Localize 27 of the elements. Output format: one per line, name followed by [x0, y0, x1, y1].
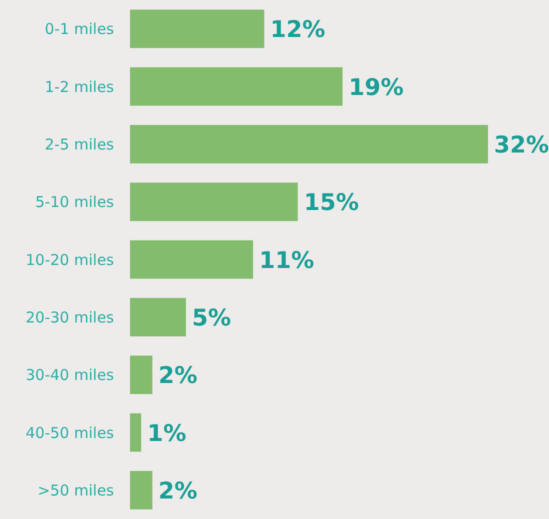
y-tick-label: >50 miles [38, 481, 114, 500]
data-label: 12% [270, 17, 326, 44]
bar [130, 413, 142, 452]
data-label: 19% [348, 74, 404, 101]
y-tick-label: 2-5 miles [44, 135, 114, 154]
data-label: 2% [158, 363, 198, 390]
data-label: 15% [304, 190, 359, 216]
y-tick-label: 30-40 miles [26, 366, 114, 384]
data-label: 2% [158, 478, 198, 504]
data-label: 1% [147, 420, 186, 447]
data-label: 32% [494, 132, 549, 158]
y-tick-label: 40-50 miles [26, 424, 114, 442]
data-label: 5% [192, 305, 231, 332]
bar [130, 182, 298, 222]
y-tick-label: 1-2 miles [44, 78, 114, 96]
bar [130, 470, 152, 510]
y-tick-label: 0-1 miles [44, 20, 114, 38]
bar [130, 67, 343, 106]
y-tick-label: 10-20 miles [26, 250, 114, 269]
y-tick-label: 20-30 miles [26, 308, 114, 326]
bar [130, 298, 186, 336]
bar [130, 356, 152, 394]
bar [130, 124, 488, 164]
bar [130, 240, 254, 279]
bar [130, 10, 264, 48]
data-label: 11% [259, 248, 314, 274]
y-tick-label: 5-10 miles [35, 193, 114, 212]
